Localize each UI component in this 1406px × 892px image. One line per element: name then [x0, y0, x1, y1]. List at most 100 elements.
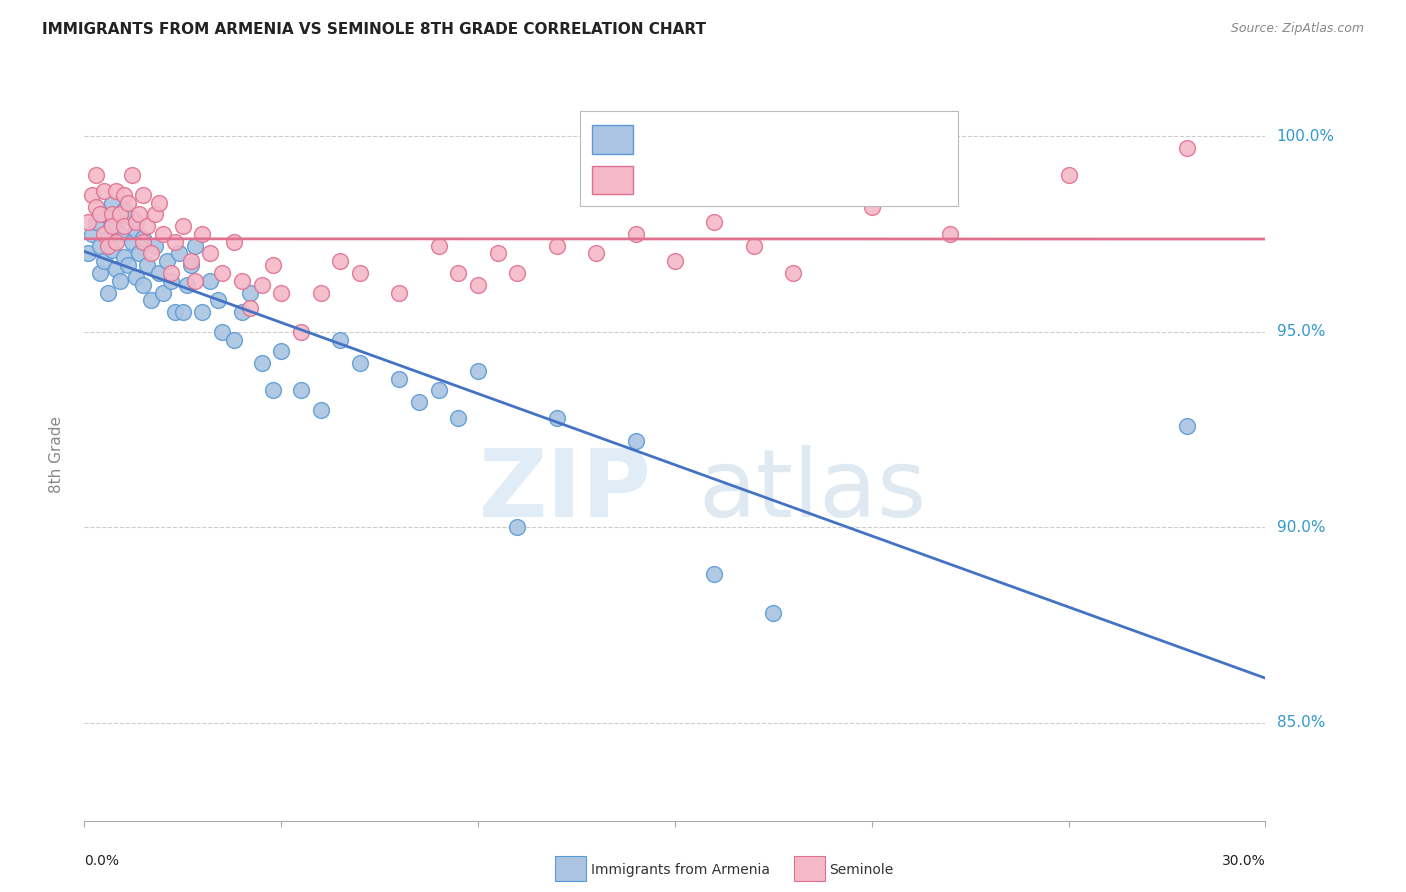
Point: [112, 203, 135, 218]
Point: [664, 254, 686, 268]
Point: [939, 227, 962, 241]
Point: [624, 227, 647, 241]
Point: [148, 195, 170, 210]
Point: [82, 227, 104, 241]
Point: [141, 293, 163, 308]
Text: 95.0%: 95.0%: [1277, 324, 1324, 339]
Point: [467, 277, 489, 292]
Point: [349, 356, 371, 370]
Point: [329, 254, 352, 268]
Point: [742, 238, 765, 252]
Text: Seminole: Seminole: [830, 863, 894, 877]
Point: [160, 274, 183, 288]
Point: [349, 266, 371, 280]
Point: [148, 266, 170, 280]
Point: [77, 215, 100, 229]
Point: [546, 238, 568, 252]
Point: [89, 266, 111, 280]
Point: [108, 227, 131, 241]
Point: [222, 333, 245, 347]
Point: [108, 274, 131, 288]
Point: [329, 333, 352, 347]
Point: [82, 187, 104, 202]
Text: 0.0%: 0.0%: [84, 854, 120, 868]
Point: [388, 371, 411, 385]
Point: [101, 207, 124, 221]
Point: [447, 410, 470, 425]
Point: [270, 285, 292, 300]
Point: [93, 227, 115, 241]
Point: [108, 207, 131, 221]
Y-axis label: 8th Grade: 8th Grade: [49, 417, 63, 493]
Point: [132, 231, 155, 245]
Point: [183, 238, 205, 252]
Point: [124, 215, 146, 229]
Point: [121, 211, 143, 226]
Text: Immigrants from Armenia: Immigrants from Armenia: [591, 863, 769, 877]
Point: [124, 223, 146, 237]
Point: [486, 246, 509, 260]
Point: [624, 434, 647, 449]
Point: [112, 219, 135, 233]
Point: [180, 258, 202, 272]
Point: [84, 168, 107, 182]
Point: [180, 254, 202, 268]
Point: [121, 168, 143, 182]
Point: [467, 364, 489, 378]
Text: 100.0%: 100.0%: [1277, 128, 1334, 144]
Text: 90.0%: 90.0%: [1277, 520, 1324, 535]
Point: [585, 246, 607, 260]
Point: [1175, 418, 1198, 433]
Point: [200, 246, 222, 260]
Point: [128, 246, 150, 260]
Point: [546, 410, 568, 425]
Point: [207, 293, 229, 308]
Text: 30.0%: 30.0%: [1222, 854, 1265, 868]
Point: [160, 266, 183, 280]
Point: [112, 187, 135, 202]
Point: [93, 254, 115, 268]
Text: Source: ZipAtlas.com: Source: ZipAtlas.com: [1230, 22, 1364, 36]
Text: ZIP: ZIP: [478, 445, 651, 538]
Point: [1057, 168, 1080, 182]
Text: atlas: atlas: [699, 445, 927, 538]
Point: [250, 356, 273, 370]
Point: [1175, 141, 1198, 155]
Point: [156, 254, 179, 268]
Point: [211, 266, 233, 280]
Point: [860, 200, 883, 214]
Point: [132, 187, 155, 202]
Point: [93, 184, 115, 198]
Point: [172, 305, 194, 319]
Point: [250, 277, 273, 292]
Text: 85.0%: 85.0%: [1277, 715, 1324, 731]
Point: [191, 227, 214, 241]
Point: [104, 262, 127, 277]
Point: [136, 258, 159, 272]
Point: [290, 325, 312, 339]
Point: [703, 215, 725, 229]
Point: [104, 184, 127, 198]
Point: [782, 266, 804, 280]
Point: [388, 285, 411, 300]
Point: [89, 238, 111, 252]
Point: [408, 395, 430, 409]
Point: [506, 520, 529, 534]
Point: [97, 285, 120, 300]
Point: [104, 235, 127, 249]
Point: [222, 235, 245, 249]
Point: [427, 238, 450, 252]
Point: [141, 246, 163, 260]
Point: [97, 238, 120, 252]
Point: [703, 567, 725, 582]
Point: [117, 258, 139, 272]
Point: [290, 384, 312, 398]
Point: [309, 403, 332, 417]
Point: [128, 207, 150, 221]
Point: [239, 285, 262, 300]
Point: [183, 274, 205, 288]
Point: [309, 285, 332, 300]
Point: [427, 384, 450, 398]
Point: [167, 246, 190, 260]
Point: [124, 269, 146, 284]
